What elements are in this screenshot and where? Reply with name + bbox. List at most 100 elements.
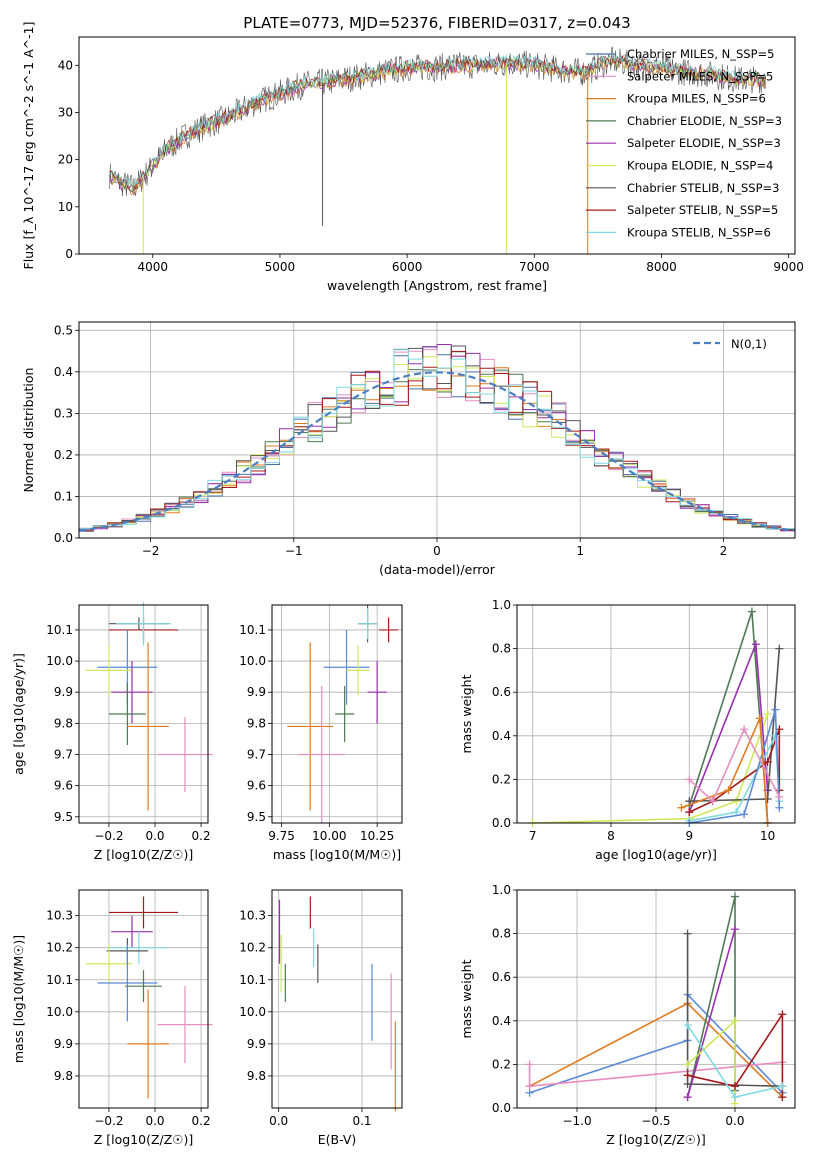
y-tick-label: 9.6 — [54, 779, 73, 793]
y-tick-label: 9.9 — [54, 1037, 73, 1051]
y-tick-label: 10.3 — [239, 909, 266, 923]
y-axis-label: mass weight — [459, 959, 474, 1038]
legend-label: Chabrier MILES, N_SSP=5 — [627, 47, 774, 61]
y-tick-label: 9.9 — [54, 685, 73, 699]
x-tick-label: 7 — [529, 829, 537, 843]
plots-layer: 4000 5000 6000 7000 8000 9000010203040wavelen… — [11, 22, 804, 1147]
y-tick-label: 10.0 — [46, 1005, 73, 1019]
x-tick-label: 7000 — [519, 260, 550, 274]
massweight_vs_age-axes: 7 8 9 10 0.0 0.2 0.4 0.6 0.8 1.0 age [log10(age/yr… — [459, 598, 795, 862]
y-axis-label: mass weight — [459, 674, 474, 753]
y-tick-label: 10 — [58, 200, 73, 214]
mass_vs_ebv-frame — [271, 889, 403, 1109]
x-tick-label: −1 — [285, 544, 303, 558]
y-tick-label: 0.6 — [492, 970, 511, 984]
x-axis-label: mass [log10(M/M☉)] — [273, 847, 401, 862]
mass_vs_Z-frame — [78, 889, 209, 1109]
x-tick-label: 10 — [760, 829, 775, 843]
marker-plus — [683, 1060, 692, 1069]
y-tick-label: 10.1 — [46, 623, 73, 637]
mass_vs_ebv-data — [278, 896, 396, 1112]
marker-plus — [778, 1093, 787, 1102]
y-tick-label: 10.2 — [46, 941, 73, 955]
y-tick-label: 10.1 — [239, 623, 266, 637]
x-tick-label: 9.75 — [268, 829, 295, 843]
mass_vs_Z-axes: −0.2 0.0 0.2 9.8 9.9 10.0 10.1 10.2 10.3 Z [log10… — [11, 890, 211, 1147]
x-tick-label: −0.5 — [641, 1114, 670, 1128]
x-axis-label: E(B-V) — [318, 1132, 357, 1147]
marker-plus — [730, 892, 739, 901]
marker-plus — [525, 1060, 534, 1069]
legend-label: N(0,1) — [731, 337, 767, 351]
x-tick-label: 0.2 — [192, 829, 211, 843]
y-tick-label: 9.7 — [247, 747, 266, 761]
y-tick-label: 0.5 — [54, 323, 73, 337]
age_vs_Z-axes: −0.2 0.0 0.2 9.5 9.6 9.7 9.8 9.9 10.0 10.1 Z [log1… — [11, 605, 211, 862]
y-tick-label: 10.0 — [46, 654, 73, 668]
x-tick-label: 9000 — [773, 260, 804, 274]
marker-plus — [724, 786, 733, 795]
y-tick-label: 9.5 — [247, 810, 266, 824]
y-tick-label: 0 — [65, 247, 73, 261]
x-tick-label: 1 — [576, 544, 584, 558]
y-axis-label: Normed distribution — [21, 368, 36, 493]
y-axis-label: Flux [f_λ 10^-17 erg cm^-2 s^-1 A^-1] — [21, 22, 36, 270]
marker-plus — [755, 714, 764, 723]
residuals-axes: −2 −1 0 1 2 0.0 0.1 0.2 0.3 0.4 0.5 (data-model)/er… — [21, 322, 795, 577]
age_vs_mass-data — [287, 605, 399, 823]
x-tick-label: 8000 — [646, 260, 677, 274]
x-tick-label: −2 — [142, 544, 160, 558]
y-tick-label: 9.7 — [54, 747, 73, 761]
marker-plus — [683, 929, 692, 938]
y-tick-label: 0.8 — [492, 642, 511, 656]
massweight_vs_Z-data — [525, 892, 787, 1108]
spectrum-axes: 4000 5000 6000 7000 8000 9000 0 10 20 30 40 wavelen… — [21, 22, 804, 293]
y-tick-label: 0.0 — [492, 816, 511, 830]
marker-plus — [708, 797, 717, 806]
x-tick-label: 0 — [433, 544, 441, 558]
marker-plus — [683, 1071, 692, 1080]
y-tick-label: 0.0 — [54, 531, 73, 545]
y-tick-label: 0.3 — [54, 406, 73, 420]
y-tick-label: 10.0 — [239, 654, 266, 668]
y-tick-label: 10.2 — [239, 941, 266, 955]
x-tick-label: −1.0 — [562, 1114, 591, 1128]
x-axis-label: Z [log10(Z/Z☉)] — [606, 1132, 706, 1147]
mass-weight-series-salpeter_elodie — [686, 928, 736, 1098]
marker-plus — [771, 731, 780, 740]
mass-weight-series-salpeter_stelib — [687, 1011, 784, 1098]
marker-plus — [730, 1093, 739, 1102]
legend-label: Chabrier ELODIE, N_SSP=3 — [627, 114, 782, 128]
marker-plus — [730, 1082, 739, 1091]
marker-plus — [740, 810, 749, 819]
x-tick-label: −0.2 — [94, 829, 123, 843]
marker-plus — [683, 1093, 692, 1102]
x-tick-label: 0.0 — [269, 1114, 288, 1128]
massweight_vs_Z-axes: −1.0 −0.5 0.0 0.0 0.2 0.4 0.6 0.8 1.0 Z [log10(Z/… — [459, 883, 795, 1147]
y-tick-label: 10.0 — [239, 1005, 266, 1019]
legend-label: Kroupa ELODIE, N_SSP=4 — [627, 159, 773, 173]
gaussian-curve — [78, 371, 796, 532]
y-tick-label: 10.1 — [239, 973, 266, 987]
marker-plus — [775, 803, 784, 812]
y-tick-label: 9.8 — [247, 716, 266, 730]
x-axis-label: (data-model)/error — [379, 562, 496, 577]
y-tick-label: 40 — [58, 58, 73, 72]
legend-label: Salpeter ELODIE, N_SSP=3 — [627, 136, 781, 150]
y-tick-label: 0.4 — [492, 729, 511, 743]
x-axis-label: Z [log10(Z/Z☉)] — [94, 1132, 194, 1147]
x-axis-label: Z [log10(Z/Z☉)] — [94, 847, 194, 862]
x-tick-label: −0.2 — [94, 1114, 123, 1128]
spectrum-data — [109, 46, 767, 254]
marker-plus — [763, 795, 772, 804]
marker-plus — [778, 1010, 787, 1019]
y-tick-label: 0.1 — [54, 489, 73, 503]
y-tick-label: 9.8 — [54, 1069, 73, 1083]
spectrum-model-kroupa_miles — [109, 57, 767, 195]
y-tick-label: 20 — [58, 153, 73, 167]
x-tick-label: 10.25 — [360, 829, 394, 843]
x-tick-label: 2 — [720, 544, 728, 558]
marker-plus — [730, 1016, 739, 1025]
spectrum-frame — [78, 36, 796, 255]
